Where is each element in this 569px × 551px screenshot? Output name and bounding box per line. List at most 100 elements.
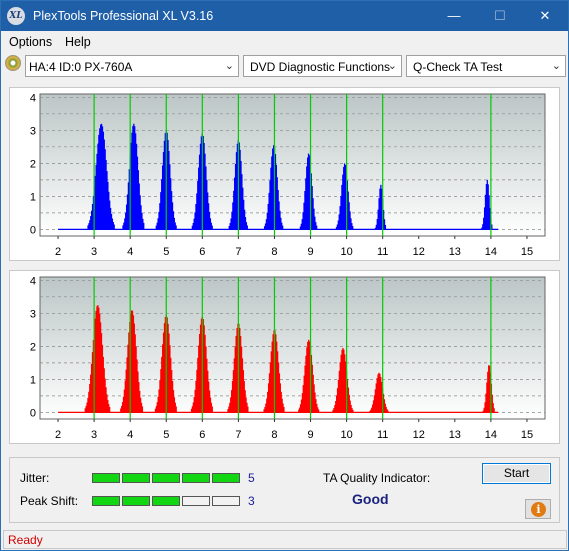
x-tick-label: 11 — [377, 246, 388, 258]
jitter-meter-segment — [152, 473, 180, 483]
histogram-bar — [130, 310, 133, 413]
histogram-bar — [236, 328, 238, 413]
histogram-bar — [164, 317, 167, 413]
histogram-bar — [232, 202, 234, 230]
maximize-button[interactable]: ☐ — [494, 8, 506, 23]
histogram-bar — [166, 317, 168, 413]
histogram-bar — [307, 341, 309, 413]
histogram-bar — [385, 406, 387, 413]
histogram-bar — [102, 356, 104, 413]
histogram-bar — [347, 191, 349, 230]
histogram-bar — [277, 189, 279, 230]
histogram-bar — [348, 202, 350, 230]
histogram-bar — [268, 192, 270, 230]
histogram-bar — [125, 212, 127, 230]
histogram-bar — [84, 408, 86, 413]
histogram-bar — [308, 341, 311, 413]
histogram-bar — [239, 149, 241, 230]
histogram-bar — [113, 224, 115, 230]
histogram-bar — [135, 143, 138, 230]
histogram-bar — [264, 406, 266, 413]
histogram-bar — [349, 211, 351, 230]
histogram-bar — [228, 406, 230, 413]
histogram-bar — [138, 183, 140, 230]
histogram-bar — [281, 222, 283, 230]
app-logo-icon: XL — [7, 7, 25, 25]
histogram-bar — [343, 166, 345, 230]
chevron-down-icon: ⌄ — [551, 60, 561, 72]
test-select[interactable]: Q-Check TA Test ⌄ — [406, 55, 566, 77]
histogram-bar — [308, 155, 311, 230]
minimize-button[interactable]: — — [447, 8, 461, 23]
y-tick-label: 2 — [30, 341, 36, 353]
histogram-bar — [343, 349, 345, 413]
menu-options[interactable]: Options — [9, 35, 53, 49]
histogram-bar — [489, 207, 491, 230]
x-tick-label: 10 — [340, 246, 352, 258]
histogram-bar — [132, 125, 134, 230]
histogram-bar — [204, 153, 206, 230]
histogram-bar — [159, 380, 161, 413]
histogram-bar — [384, 403, 386, 413]
histogram-bar — [88, 223, 90, 230]
x-tick-label: 6 — [199, 429, 205, 441]
histogram-bar — [138, 382, 140, 413]
start-button[interactable]: Start — [482, 463, 551, 484]
histogram-bar — [124, 380, 126, 413]
close-button[interactable]: ✕ — [539, 8, 551, 23]
window-title: PlexTools Professional XL V3.16 — [33, 9, 214, 23]
histogram-bar — [140, 402, 143, 413]
histogram-bar — [335, 401, 337, 413]
histogram-bar — [171, 370, 173, 413]
histogram-bar — [132, 315, 135, 413]
histogram-bar — [194, 389, 196, 413]
histogram-bar — [369, 410, 371, 413]
histogram-bar — [208, 381, 210, 413]
histogram-bar — [378, 372, 380, 413]
histogram-bar — [276, 177, 278, 230]
histogram-bar — [208, 211, 211, 230]
menu-help[interactable]: Help — [65, 35, 91, 49]
function-select[interactable]: DVD Diagnostic Functions ⌄ — [243, 55, 402, 77]
histogram-bar — [86, 402, 88, 413]
histogram-bar — [283, 406, 285, 413]
histogram-bar — [161, 165, 164, 230]
histogram-bar — [108, 406, 111, 413]
x-tick-label: 15 — [521, 246, 533, 258]
x-tick-label: 4 — [127, 429, 133, 441]
histogram-bar — [482, 224, 484, 230]
histogram-bar — [379, 373, 381, 413]
histogram-bar — [121, 402, 124, 413]
histogram-bar — [207, 203, 210, 230]
info-button[interactable]: i — [525, 499, 551, 519]
histogram-bar — [234, 177, 236, 230]
histogram-bar — [206, 179, 208, 230]
histogram-bar — [383, 219, 386, 230]
histogram-bar — [170, 191, 173, 230]
histogram-bar — [109, 207, 112, 230]
histogram-bar — [197, 357, 199, 413]
histogram-bar — [481, 227, 483, 230]
histogram-bar — [205, 166, 207, 230]
histogram-bar — [271, 341, 273, 413]
histogram-bar — [234, 346, 236, 413]
histogram-bar — [382, 393, 385, 413]
histogram-bar — [242, 187, 244, 230]
histogram-bar — [156, 402, 158, 413]
histogram-bar — [91, 210, 93, 230]
x-tick-label: 12 — [413, 246, 425, 258]
histogram-bar — [343, 163, 346, 230]
histogram-bar — [235, 335, 237, 413]
histogram-bar — [88, 391, 90, 413]
histogram-bar — [232, 370, 235, 413]
drive-select[interactable]: HA:4 ID:0 PX-760A ⌄ — [25, 55, 239, 77]
histogram-bar — [204, 334, 206, 413]
histogram-bar — [317, 407, 319, 413]
histogram-bar — [279, 210, 281, 230]
histogram-bar — [120, 408, 122, 413]
histogram-bar — [192, 222, 194, 230]
histogram-bar — [122, 396, 125, 413]
histogram-bar — [198, 345, 200, 413]
histogram-bar — [301, 393, 304, 413]
histogram-bar — [264, 223, 267, 230]
